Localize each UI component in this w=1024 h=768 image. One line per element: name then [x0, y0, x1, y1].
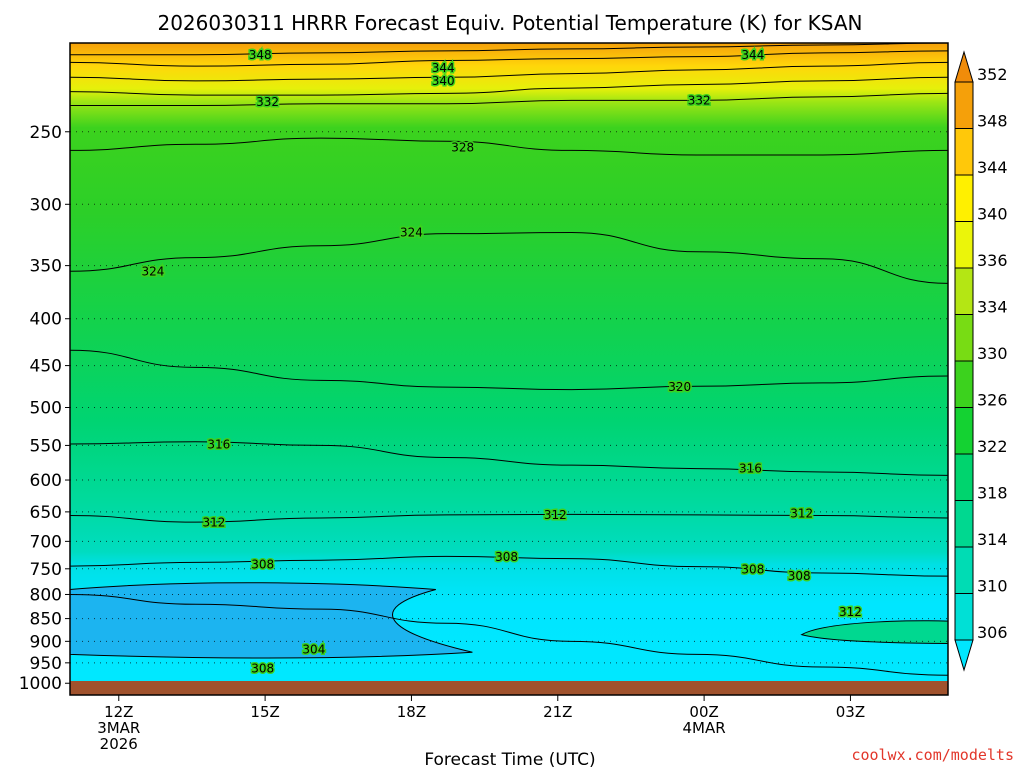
contour-line-320	[70, 349, 948, 391]
ground-strip	[70, 681, 948, 695]
contour-label: 324	[400, 225, 423, 239]
contour-label: 324	[141, 264, 164, 278]
x-tick-label: 12Z	[104, 703, 133, 721]
contour-label: 312	[544, 508, 567, 522]
colorbar-label: 326	[977, 391, 1008, 410]
colorbar-label: 306	[977, 623, 1008, 642]
colorbar-label: 352	[977, 65, 1008, 84]
colorbar-segment	[954, 174, 974, 222]
x-tick-label: 3MAR	[97, 719, 140, 737]
colorbar-segment	[954, 453, 974, 501]
y-tick-label: 550	[30, 436, 62, 456]
contour-label: 312	[839, 605, 862, 619]
contour-label: 344	[741, 48, 764, 62]
y-tick-label: 450	[30, 357, 62, 377]
colorbar-segment	[954, 128, 974, 176]
colorbar-segment	[954, 267, 974, 315]
contour-label: 312	[790, 507, 813, 521]
x-tick-label: 2026	[100, 735, 138, 753]
contour-label: 312	[202, 516, 225, 530]
x-tick-label: 00Z	[689, 703, 718, 721]
contour-line-340	[70, 61, 948, 82]
x-tick-label: 15Z	[250, 703, 279, 721]
x-tick-label: 21Z	[543, 703, 572, 721]
y-axis: 2503003504004505005506006507007508008509…	[19, 123, 70, 694]
contour-line-324	[70, 231, 948, 284]
y-tick-label: 600	[30, 471, 62, 491]
colorbar-label: 322	[977, 437, 1008, 456]
contour-label: 308	[788, 569, 811, 583]
y-tick-label: 800	[30, 585, 62, 605]
y-tick-label: 350	[30, 257, 62, 277]
colorbar-label: 314	[977, 530, 1008, 549]
colorbar-label: 336	[977, 251, 1008, 270]
contour-line-312	[70, 513, 948, 523]
contour-label: 308	[495, 550, 518, 564]
contour-label: 344	[432, 61, 455, 75]
contour-label: 316	[207, 438, 230, 452]
colorbar-segment	[954, 500, 974, 548]
colorbar-segment	[954, 593, 974, 641]
contour-label: 320	[668, 380, 691, 394]
colorbar-arrow-bottom	[954, 639, 974, 672]
colorbar-label: 330	[977, 344, 1008, 363]
contour-label: 308	[741, 562, 764, 576]
contour-line-344	[70, 50, 948, 67]
contour-line-308	[70, 555, 948, 577]
contour-line-328	[70, 137, 948, 156]
y-tick-label: 850	[30, 610, 62, 630]
y-tick-label: 900	[30, 632, 62, 652]
y-tick-label: 750	[30, 560, 62, 580]
cold-pocket	[70, 582, 473, 659]
contour-label: 304	[302, 643, 325, 657]
contour-label: 332	[688, 93, 711, 107]
chart-title: 2026030311 HRRR Forecast Equiv. Potentia…	[157, 11, 862, 35]
contour-label: 332	[256, 95, 279, 109]
contour-line-332	[70, 92, 948, 106]
contour-label: 348	[249, 48, 272, 62]
plot-frame	[69, 42, 949, 696]
colorbar-arrow-top	[954, 50, 974, 83]
colorbar-segment	[954, 360, 974, 408]
colorbar-segment	[954, 81, 974, 129]
credit-text: coolwx.com/modelts	[851, 746, 1014, 764]
y-tick-label: 300	[30, 195, 62, 215]
contour-label: 328	[451, 140, 474, 154]
x-tick-label: 18Z	[397, 703, 426, 721]
contour-label: 308	[251, 662, 274, 676]
colorbar-segment	[954, 407, 974, 455]
x-axis-title: Forecast Time (UTC)	[424, 750, 595, 768]
contour-line-304	[70, 593, 948, 676]
x-tick-label: 4MAR	[683, 719, 726, 737]
colorbar-label: 318	[977, 484, 1008, 503]
colorbar-segment	[954, 221, 974, 269]
y-tick-label: 950	[30, 654, 62, 674]
colorbar-segment	[954, 314, 974, 362]
colorbar-label: 340	[977, 205, 1008, 224]
contour-label: 340	[432, 74, 455, 88]
y-tick-label: 500	[30, 399, 62, 419]
contour-line-336	[70, 76, 948, 96]
colorbar-label: 310	[977, 577, 1008, 596]
colorbar-segment	[954, 546, 974, 594]
colorbar: 306 310 314 318 322 326 330 334 336 340 344 348 352	[954, 50, 1008, 672]
x-tick-label: 03Z	[836, 703, 865, 721]
y-tick-label: 700	[30, 532, 62, 552]
colorbar-label: 344	[977, 158, 1008, 177]
colorbar-label: 334	[977, 298, 1008, 317]
y-tick-label: 400	[30, 310, 62, 330]
y-tick-label: 1000	[19, 674, 62, 694]
y-tick-label: 250	[30, 123, 62, 143]
contour-label: 308	[251, 558, 274, 572]
y-tick-label: 650	[30, 503, 62, 523]
warm-lens	[800, 620, 948, 644]
colorbar-label: 348	[977, 112, 1008, 131]
contour-line-348	[70, 43, 948, 56]
contour-line-316	[70, 441, 948, 476]
contour-label: 316	[739, 462, 762, 476]
